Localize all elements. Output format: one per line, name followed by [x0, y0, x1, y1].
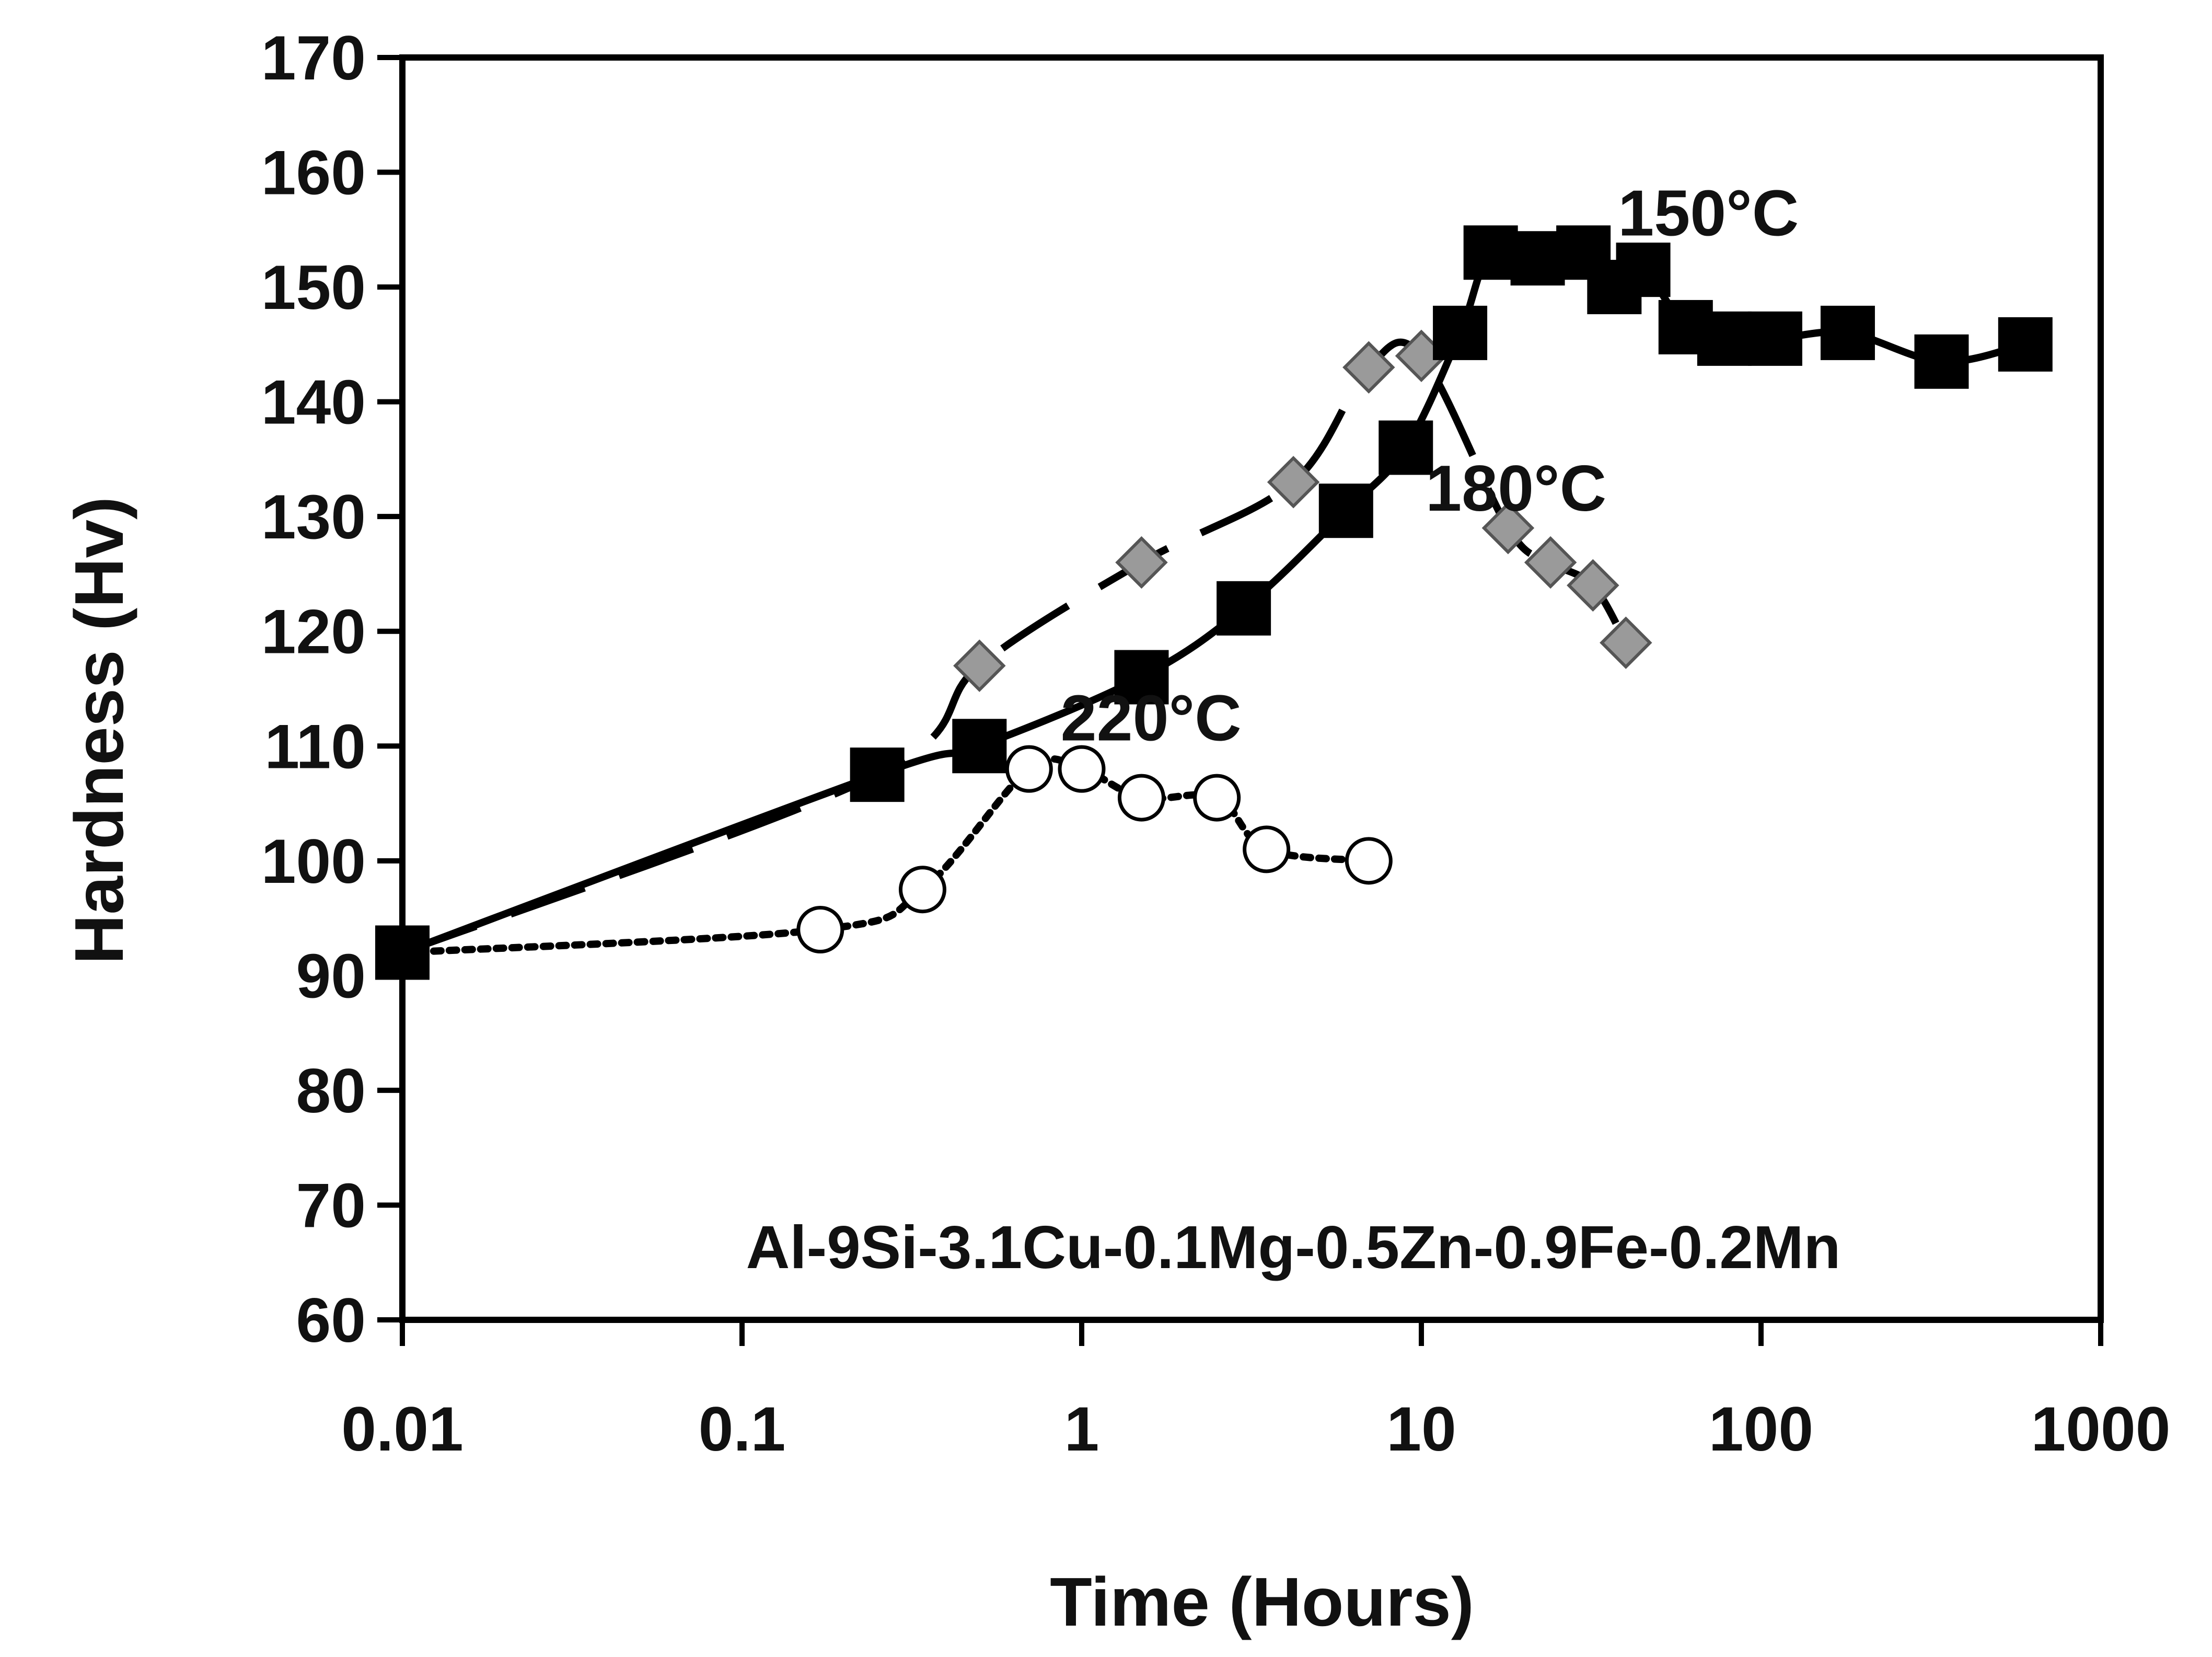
data-point [1600, 616, 1652, 669]
series-line [401, 338, 1629, 957]
data-point [850, 747, 905, 802]
data-point [1318, 484, 1373, 538]
y-axis-title: Hardness (Hv) [61, 497, 137, 964]
data-point [796, 906, 844, 954]
y-tick-label: 80 [296, 1056, 366, 1126]
y-tick-label: 70 [296, 1170, 366, 1240]
series-label: 150°C [1618, 177, 1799, 249]
data-point [1342, 341, 1395, 394]
data-point [1005, 745, 1053, 793]
data-point [1345, 837, 1393, 885]
data-point [953, 639, 1006, 692]
data-point [1524, 536, 1577, 589]
data-point [1379, 420, 1433, 475]
y-tick-label: 130 [261, 482, 366, 552]
x-tick-label: 100 [1709, 1394, 1813, 1464]
data-point [1115, 536, 1168, 589]
data-point [1433, 305, 1488, 360]
data-point [1697, 311, 1752, 366]
x-axis-title: Time (Hours) [1050, 1563, 1474, 1640]
y-tick-label: 140 [261, 367, 366, 438]
y-tick-label: 120 [261, 597, 366, 667]
data-point [1117, 774, 1165, 822]
y-tick-label: 100 [261, 826, 366, 896]
data-point [1998, 317, 2053, 372]
data-point [1243, 825, 1291, 873]
y-tick-label: 60 [296, 1285, 366, 1355]
alloy-annotation: Al-9Si-3.1Cu-0.1Mg-0.5Zn-0.9Fe-0.2Mn [746, 1213, 1841, 1281]
data-point [898, 866, 946, 914]
data-point [1267, 456, 1320, 509]
data-point [1616, 243, 1671, 297]
y-tick-label: 160 [261, 138, 366, 208]
series-label: 180°C [1426, 453, 1606, 525]
y-tick-label: 170 [261, 23, 366, 93]
y-tick-label: 150 [261, 252, 366, 323]
label-layer: 150°C 180°C 220°C [1061, 177, 1799, 754]
plot-frame [399, 54, 2104, 1323]
data-point [1820, 305, 1875, 360]
y-tick-label: 110 [264, 711, 366, 781]
data-point [1914, 334, 1969, 389]
data-point [1058, 745, 1106, 793]
data-point [1463, 225, 1518, 280]
x-tick-label: 1 [1064, 1394, 1099, 1464]
x-tick-label: 10 [1386, 1394, 1456, 1464]
tick-layer [377, 55, 2103, 1346]
x-tick-label: 0.1 [699, 1394, 786, 1464]
data-point [1567, 559, 1619, 612]
data-point [1193, 774, 1241, 822]
y-tick-label: 90 [296, 941, 366, 1011]
series-label: 220°C [1061, 682, 1242, 754]
x-tick-label: 1000 [2031, 1394, 2171, 1464]
data-point [1217, 581, 1271, 636]
data-point [1747, 311, 1802, 366]
data-point [1510, 231, 1565, 286]
data-point [1114, 650, 1169, 705]
marker-layer [375, 225, 2053, 980]
x-tick-label: 0.01 [341, 1394, 464, 1464]
data-point [1481, 501, 1535, 555]
data-point [952, 719, 1007, 774]
